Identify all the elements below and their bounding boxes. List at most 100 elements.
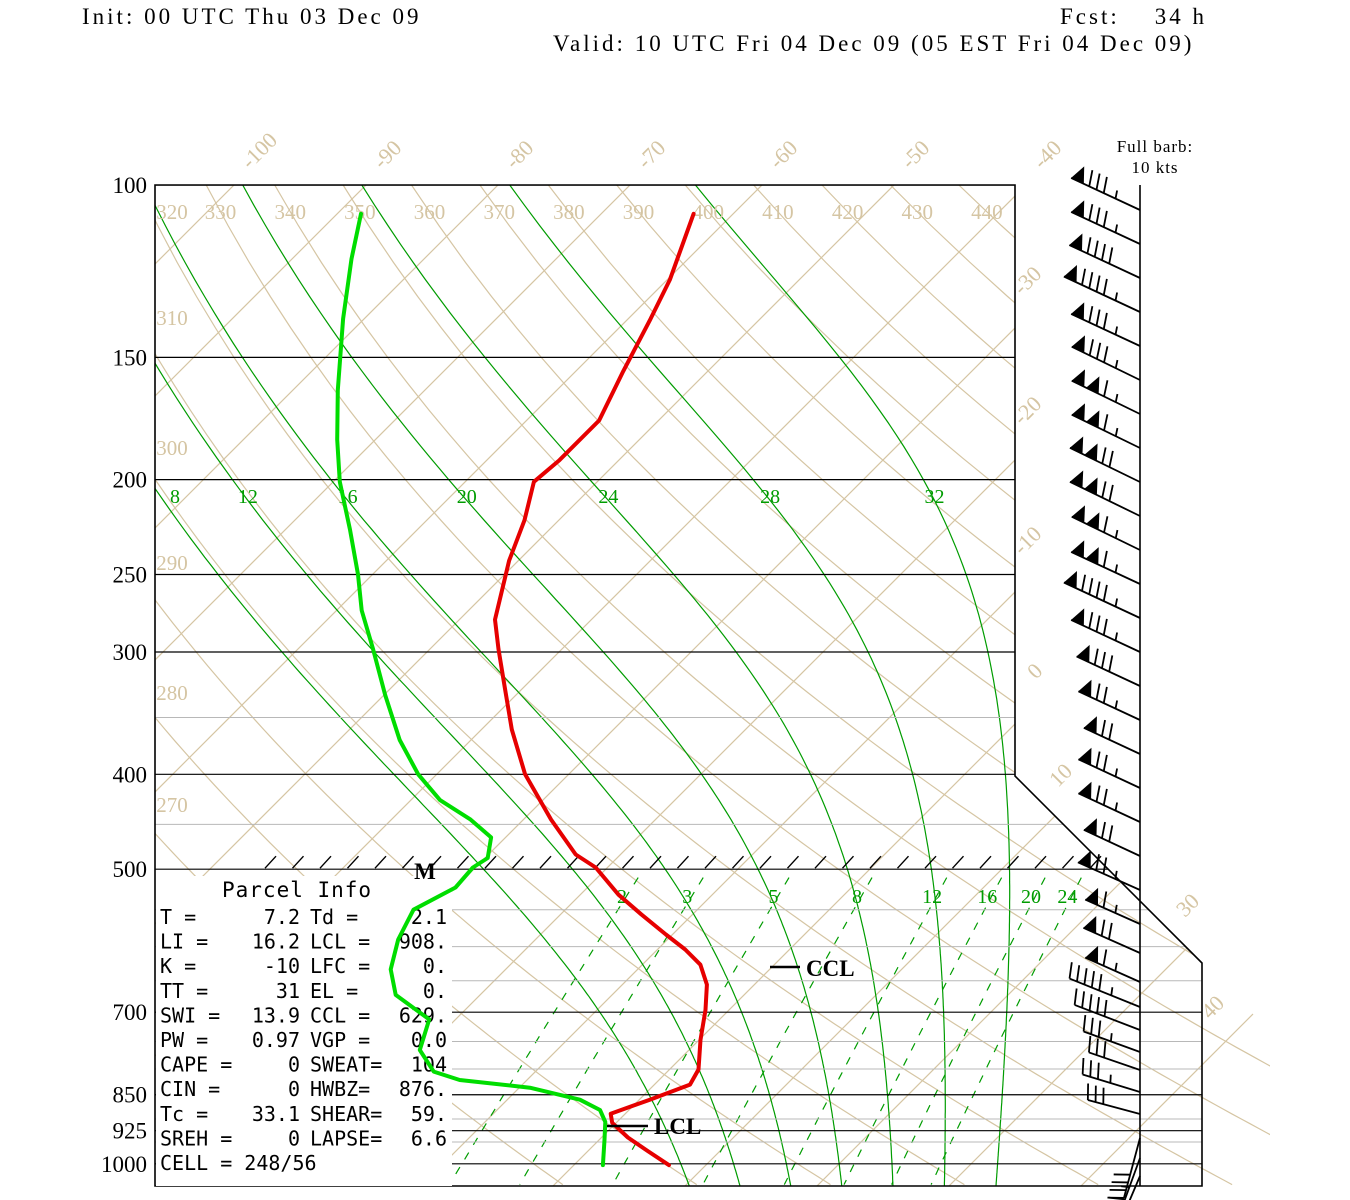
mixing-ratio-line [702, 877, 873, 1185]
parcel-info-label: VGP = [310, 1028, 370, 1052]
hatch-tick [869, 855, 882, 869]
moist-adiabat-label: 24 [598, 486, 618, 508]
dry-adiabat-top-label: 360 [414, 200, 446, 224]
mixing-ratio-line [612, 877, 790, 1185]
moist-adiabat-label: 8 [170, 486, 180, 508]
parcel-info-label: Tc = [160, 1102, 208, 1126]
parcel-info-label: CCL = [310, 1003, 370, 1027]
hatch-tick [456, 855, 470, 869]
dry-adiabat-left-label: 270 [156, 793, 188, 817]
dry-adiabat-line [684, 185, 1270, 1186]
parcel-info-value: 0. [423, 954, 447, 978]
pressure-axis-label: 850 [113, 1083, 148, 1108]
wind-barb [1071, 403, 1141, 449]
hatch-tick [319, 855, 332, 869]
hatch-tick [814, 855, 827, 869]
isotherm-line [548, 185, 1270, 1186]
wind-barb [1063, 570, 1141, 619]
mixing-ratio-label: 12 [922, 886, 942, 908]
wind-barb [1068, 233, 1141, 279]
dry-adiabat-line [155, 185, 965, 1186]
hatch-tick [346, 855, 360, 869]
dry-adiabat-top-label: 380 [553, 200, 585, 224]
hatch-tick [291, 855, 305, 869]
wind-barb [1076, 644, 1141, 687]
dry-adiabat-top-label: 430 [901, 200, 933, 224]
pressure-axis-label: 500 [113, 857, 148, 882]
wind-barb [1070, 540, 1141, 585]
isotherm-line [1076, 185, 1270, 1186]
hatch-tick [841, 855, 855, 869]
parcel-info-value: 13.9 [252, 1003, 300, 1027]
moist-adiabat-label: 28 [760, 486, 780, 508]
wind-barb-legend: Full barb: 10 kts [1090, 136, 1220, 179]
parcel-info-label: T = [160, 905, 196, 929]
wind-barb [1084, 945, 1141, 983]
isotherm-line [155, 185, 372, 1186]
isotherm-top-label: -100 [236, 127, 282, 173]
dry-adiabat-top-label: 330 [205, 200, 237, 224]
parcel-info-label: LCL = [310, 930, 370, 954]
parcel-info-label: PW = [160, 1028, 208, 1052]
wind-barb [1070, 302, 1141, 347]
hatch-tick [401, 855, 415, 869]
isotherm-line [812, 185, 1270, 1186]
dry-adiabat-line [205, 185, 1270, 1186]
hatch-tick [704, 855, 717, 869]
mixing-ratio-line [519, 877, 704, 1185]
isotherm-right-label: 0 [1022, 658, 1047, 683]
m-marker: M [414, 859, 436, 884]
hatch-tick [951, 855, 965, 869]
hatch-tick [731, 855, 745, 869]
parcel-info-label: LFC = [310, 954, 370, 978]
init-time-label: Init: 00 UTC Thu 03 Dec 09 [82, 4, 422, 29]
mixing-ratio-line [843, 877, 1003, 1185]
wind-barb [1070, 166, 1141, 211]
dry-adiabat-line [958, 185, 1270, 1186]
hatch-tick [566, 855, 580, 869]
green-line-labels: 8 12 16 20 24 28 322 3 5 8 12 16 20 24 [170, 486, 1077, 908]
pressure-axis-label: 150 [113, 345, 148, 370]
hatch-tick [1089, 855, 1102, 869]
hatch-tick [621, 855, 635, 869]
parcel-info-value: 0 [288, 1053, 300, 1077]
wind-barb [1088, 1035, 1141, 1071]
parcel-info-label: SREH = [160, 1126, 232, 1150]
hatch-tick [786, 855, 800, 869]
hatch-tick [979, 855, 992, 869]
forecast-hour-label: Fcst: 34 h [1060, 4, 1207, 29]
parcel-info-value: 0 [288, 1126, 300, 1150]
parcel-info-label: HWBZ= [310, 1077, 370, 1101]
dry-adiabat-line [155, 185, 1233, 1186]
wind-barb [1071, 505, 1141, 551]
pressure-axis-label: 300 [113, 640, 148, 665]
dry-adiabat-line [616, 185, 1270, 1186]
mixing-ratio-label: 20 [1021, 886, 1041, 908]
parcel-info-label: TT = [160, 979, 208, 1003]
parcel-info-title: Parcel Info [222, 878, 372, 902]
isotherm-line [155, 185, 504, 1186]
ccl-marker: CCL [806, 956, 855, 981]
dry-adiabat-top-label: 340 [274, 200, 306, 224]
wind-barb [1073, 988, 1141, 1031]
dewpoint-curve [335, 211, 608, 1168]
wind-barb [1082, 1014, 1141, 1053]
dry-adiabat-line [753, 185, 1270, 1186]
parcel-info-value: 0 [288, 1077, 300, 1101]
wind-barb [1068, 962, 1141, 1008]
isotherm-right-label: -10 [1008, 521, 1046, 559]
hatch-tick [539, 855, 552, 869]
dry-adiabat-line [274, 185, 1270, 1186]
lcl-marker: LCL [654, 1114, 701, 1139]
parcel-info-label: LI = [160, 930, 208, 954]
mixing-ratio-line [783, 877, 948, 1185]
valid-time-label: Valid: 10 UTC Fri 04 Dec 09 (05 EST Fri … [553, 31, 1195, 56]
pressure-axis-label: 250 [113, 563, 148, 588]
isotherm-right-label: 10 [1044, 758, 1077, 791]
isotherm-top-label: -50 [896, 135, 934, 173]
moist-adiabat-line [155, 185, 792, 1186]
wind-barb [1082, 916, 1141, 954]
dry-adiabat-left-label: 310 [156, 306, 188, 330]
